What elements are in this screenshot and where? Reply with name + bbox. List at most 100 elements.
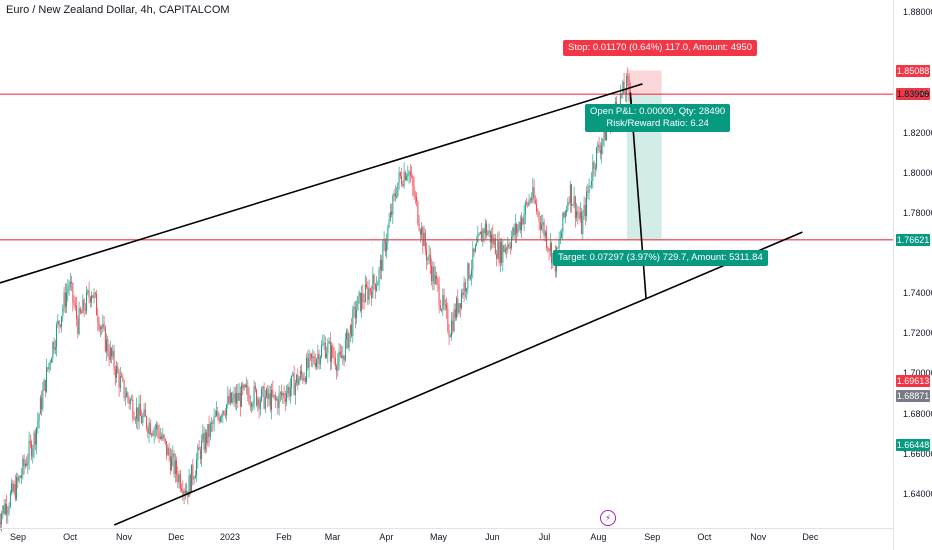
- candle-body: [624, 93, 626, 95]
- time-tick-label: Sep: [644, 532, 661, 542]
- candle-body: [398, 172, 400, 183]
- candle-body: [197, 446, 199, 460]
- candle-body: [207, 423, 209, 444]
- candle-body: [58, 320, 60, 325]
- candle-body: [536, 203, 538, 211]
- candle-body: [508, 244, 510, 248]
- candle-body: [162, 434, 164, 439]
- candle-body: [313, 356, 315, 363]
- candle-body: [32, 448, 34, 457]
- candle-body: [428, 254, 430, 258]
- candle-body: [476, 242, 478, 246]
- candle-body: [239, 392, 241, 407]
- candle-body: [182, 490, 184, 495]
- candle-body: [333, 355, 335, 359]
- candle-body: [577, 211, 579, 215]
- candle-body: [76, 305, 78, 320]
- candle-body: [267, 388, 269, 400]
- candle-body: [463, 282, 465, 296]
- candle-body: [314, 362, 316, 368]
- candle-body: [272, 389, 274, 397]
- candle-body: [289, 387, 291, 397]
- candle-body: [396, 196, 398, 197]
- candle-body: [169, 455, 171, 471]
- candle-body: [473, 248, 475, 252]
- candle-body: [578, 214, 580, 219]
- candle-body: [334, 358, 336, 367]
- candle-body: [96, 293, 98, 316]
- candle-body: [357, 296, 359, 311]
- candle-body: [318, 353, 320, 365]
- candle-body: [26, 463, 28, 466]
- candle-body: [437, 278, 439, 285]
- candle-body: [152, 433, 154, 436]
- candle-body: [341, 355, 343, 359]
- candle-body: [569, 184, 571, 204]
- price-tick-label: 1.72000: [903, 328, 932, 339]
- candle-body: [49, 362, 51, 364]
- time-tick-label: Jun: [485, 532, 500, 542]
- candle-body: [362, 293, 364, 302]
- candle-body: [387, 227, 389, 243]
- candle-body: [493, 238, 495, 245]
- candle-body: [69, 281, 71, 286]
- candle-body: [472, 248, 474, 270]
- candle-body: [14, 484, 16, 499]
- candle-body: [124, 397, 126, 398]
- candle-body: [6, 503, 8, 515]
- candle-body: [48, 362, 50, 370]
- time-tick-label: Jul: [538, 532, 551, 542]
- candle-body: [232, 397, 234, 403]
- candle-body: [567, 202, 569, 210]
- candle-body: [462, 292, 464, 296]
- candle-body: [186, 491, 188, 493]
- candle-body: [574, 196, 576, 218]
- price-tick-label: 1.74000: [903, 288, 932, 299]
- candle-body: [247, 385, 249, 395]
- candle-body: [88, 290, 90, 298]
- candle-body: [192, 464, 194, 480]
- candle-body: [7, 510, 9, 515]
- candle-body: [346, 330, 348, 340]
- open-pnl-label: Open P&L: 0.00009, Qty: 28490 Risk/Rewar…: [585, 104, 731, 132]
- candle-body: [54, 347, 56, 350]
- candle-body: [112, 350, 114, 357]
- candle-body: [248, 394, 250, 404]
- candle-body: [281, 392, 283, 396]
- candle-body: [459, 303, 461, 308]
- candle-body: [519, 221, 521, 231]
- candle-body: [36, 427, 38, 445]
- candle-body: [576, 211, 578, 218]
- candle-body: [453, 309, 455, 332]
- candle-body: [172, 453, 174, 457]
- candle-body: [598, 144, 600, 151]
- candle-body: [512, 227, 514, 237]
- price-tick-label: 1.78000: [903, 207, 932, 218]
- candle-body: [386, 242, 388, 252]
- candle-body: [331, 345, 333, 362]
- candle-body: [429, 254, 431, 267]
- candle-body: [599, 150, 601, 154]
- candle-body: [109, 348, 111, 360]
- price-tag: 1.83937: [896, 87, 930, 100]
- candle-body: [81, 312, 83, 314]
- price-tag: 1.66448: [896, 438, 930, 451]
- candle-body: [433, 266, 435, 284]
- candle-body: [8, 506, 10, 511]
- candle-body: [451, 320, 453, 337]
- candle-body: [454, 309, 456, 318]
- price-tag: 1.69613: [896, 375, 930, 388]
- candle-body: [584, 204, 586, 217]
- candle-body: [593, 162, 595, 169]
- candle-body: [527, 202, 529, 206]
- candle-body: [393, 193, 395, 196]
- candle-body: [37, 420, 39, 428]
- candle-body: [62, 308, 64, 317]
- lightning-icon[interactable]: ⚡: [600, 510, 616, 526]
- candle-body: [353, 306, 355, 310]
- candle-body: [507, 244, 509, 250]
- candle-body: [183, 490, 185, 495]
- candle-body: [266, 388, 268, 397]
- time-axis-divider: [0, 528, 893, 529]
